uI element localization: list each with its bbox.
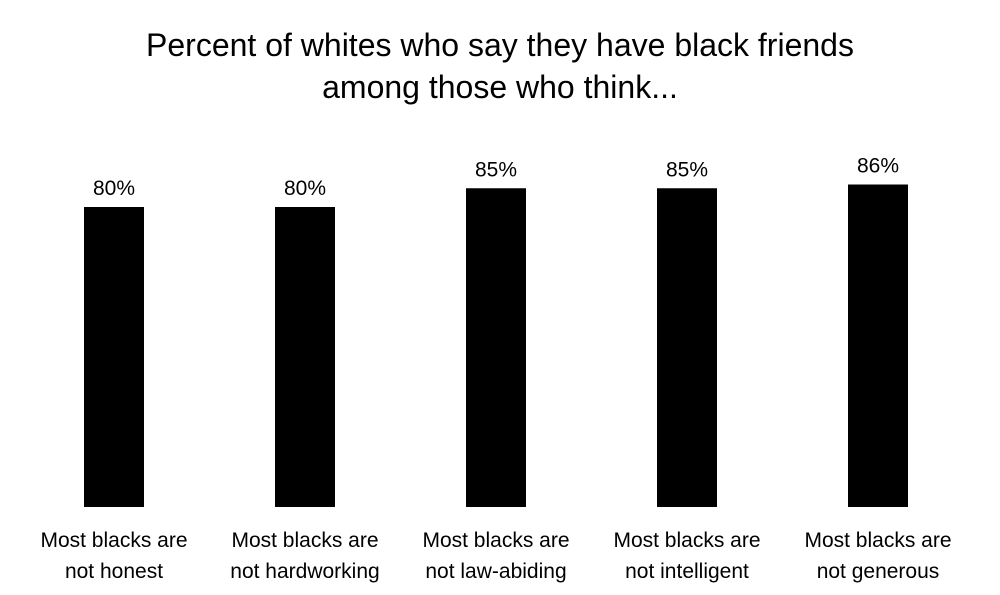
bar-2: [275, 207, 335, 507]
category-label-2-line-2: not hardworking: [230, 560, 379, 583]
category-label-2-line-1: Most blacks are: [231, 529, 378, 552]
data-label-1: 80%: [93, 177, 135, 200]
data-label-4: 85%: [666, 158, 708, 181]
category-label-4-line-1: Most blacks are: [613, 529, 760, 552]
category-label-5-line-2: not generous: [817, 560, 940, 583]
data-label-2: 80%: [284, 177, 326, 200]
category-label-1-line-1: Most blacks are: [40, 529, 187, 552]
bar-5: [848, 184, 908, 507]
category-label-3-line-1: Most blacks are: [422, 529, 569, 552]
bar-1: [84, 207, 144, 507]
category-label-3-line-2: not law-abiding: [425, 560, 566, 583]
category-label-5-line-1: Most blacks are: [804, 529, 951, 552]
data-label-3: 85%: [475, 158, 517, 181]
category-label-1-line-2: not honest: [65, 560, 163, 583]
chart-title: Percent of whites who say they have blac…: [146, 27, 854, 105]
bar-4: [657, 188, 717, 507]
bar-3: [466, 188, 526, 507]
data-label-5: 86%: [857, 155, 899, 178]
category-label-4-line-2: not intelligent: [625, 560, 749, 583]
